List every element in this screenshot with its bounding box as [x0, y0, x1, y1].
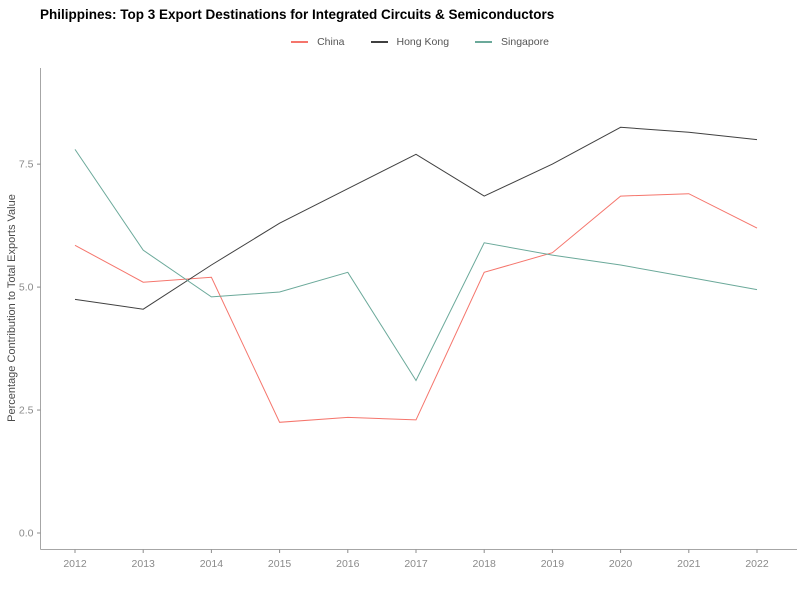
legend-label: Hong Kong — [396, 36, 450, 48]
x-tick-label: 2017 — [404, 558, 428, 570]
legend: China Hong Kong Singapore — [40, 36, 800, 48]
x-tick-label: 2020 — [609, 558, 633, 570]
x-tick-label: 2018 — [473, 558, 497, 570]
y-tick-label: 5.0 — [19, 282, 34, 294]
series-line-china — [74, 193, 758, 423]
chart-title: Philippines: Top 3 Export Destinations f… — [40, 7, 555, 22]
legend-swatch-singapore — [475, 41, 493, 43]
x-tick-label: 2014 — [200, 558, 224, 570]
x-tick-label: 2021 — [677, 558, 701, 570]
x-tick-label: 2015 — [268, 558, 292, 570]
x-tick-label: 2019 — [541, 558, 565, 570]
legend-item-hong-kong: Hong Kong — [370, 36, 450, 48]
x-tick-label: 2022 — [745, 558, 769, 570]
legend-item-singapore: Singapore — [475, 36, 549, 48]
legend-item-china: China — [291, 36, 345, 48]
legend-swatch-hong_kong — [370, 41, 388, 43]
legend-label: Singapore — [501, 36, 549, 48]
y-tick-label: 2.5 — [19, 405, 34, 417]
x-tick-label: 2013 — [132, 558, 156, 570]
legend-label: China — [317, 36, 345, 48]
x-tick-label: 2012 — [63, 558, 87, 570]
legend-swatch-china — [291, 41, 309, 43]
series-line-singapore — [74, 149, 758, 382]
y-tick-label: 7.5 — [19, 159, 34, 171]
series-line-hong-kong — [74, 126, 758, 310]
x-tick-label: 2016 — [336, 558, 360, 570]
y-tick-label: 0.0 — [19, 528, 34, 540]
y-axis-title: Percentage Contribution to Total Exports… — [6, 194, 18, 422]
